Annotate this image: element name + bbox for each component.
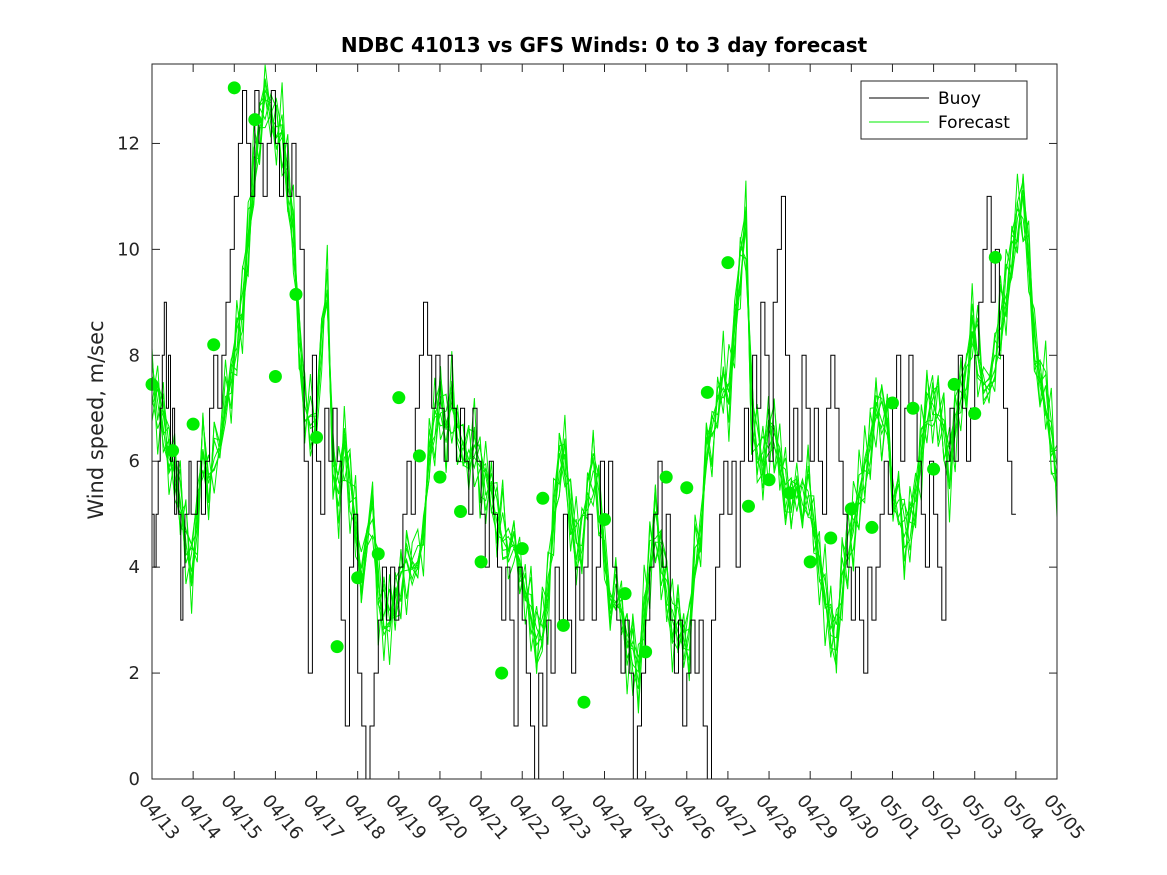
forecast-marker: [700, 385, 714, 399]
forecast-marker: [371, 547, 385, 561]
x-tick-label: 04/15: [216, 791, 265, 844]
axes-box: [151, 63, 1058, 780]
forecast-marker: [762, 473, 776, 487]
forecast-marker: [865, 520, 879, 534]
forecast-marker: [556, 618, 570, 632]
y-tick-label: 0: [129, 769, 140, 790]
forecast-marker: [248, 113, 262, 127]
forecast-marker: [783, 486, 797, 500]
y-tick-label: 2: [129, 663, 140, 684]
forecast-marker: [803, 555, 817, 569]
forecast-series-group: [151, 64, 1058, 714]
forecast-marker: [885, 396, 899, 410]
y-tick-label: 6: [129, 451, 140, 472]
forecast-marker: [454, 505, 468, 519]
y-tick-label: 4: [129, 557, 140, 578]
forecast-marker: [227, 81, 241, 95]
forecast-marker: [351, 571, 365, 585]
x-tick-label: 04/28: [751, 791, 800, 844]
forecast-marker: [515, 542, 529, 556]
x-tick-label: 04/16: [258, 791, 307, 844]
x-tick-label: 04/18: [340, 791, 389, 844]
y-tick-label: 10: [117, 239, 140, 260]
x-tick-label: 04/17: [299, 791, 348, 844]
forecast-marker: [392, 391, 406, 405]
forecast-marker: [598, 512, 611, 526]
x-tick-label: 04/13: [134, 791, 183, 844]
forecast-marker: [536, 491, 550, 505]
x-tick-label: 04/19: [381, 791, 430, 844]
forecast-marker: [741, 499, 755, 513]
x-tick-label: 05/01: [875, 791, 924, 844]
forecast-marker: [680, 481, 694, 495]
forecast-marker: [433, 470, 447, 484]
forecast-marker: [988, 250, 1002, 264]
x-tick-label: 04/27: [710, 791, 759, 844]
y-tick-label: 12: [117, 133, 140, 154]
chart-title: NDBC 41013 vs GFS Winds: 0 to 3 day fore…: [341, 33, 868, 57]
x-tick-label: 04/23: [546, 791, 595, 844]
x-tick-label: 05/04: [998, 791, 1047, 844]
x-tick-label: 05/03: [957, 791, 1006, 844]
forecast-marker: [186, 417, 200, 431]
forecast-marker: [474, 555, 488, 569]
forecast-marker: [577, 695, 591, 709]
forecast-marker: [166, 444, 180, 458]
x-tick-label: 04/20: [422, 791, 471, 844]
legend-label-buoy: Buoy: [938, 89, 981, 109]
x-tick-label: 04/21: [463, 791, 512, 844]
legend: Buoy Forecast: [860, 80, 1028, 140]
buoy-line: [152, 90, 1016, 780]
forecast-marker: [412, 449, 426, 463]
y-axis-label: Wind speed, m/sec: [84, 320, 108, 519]
forecast-marker: [618, 587, 632, 601]
legend-box: [860, 80, 1028, 140]
forecast-marker: [659, 470, 673, 484]
forecast-marker: [207, 338, 221, 352]
buoy-series-group: [152, 90, 1016, 780]
x-tick-label: 05/02: [916, 791, 965, 844]
forecast-marker: [268, 369, 282, 383]
x-tick-label: 04/26: [669, 791, 718, 844]
legend-label-forecast: Forecast: [938, 113, 1010, 133]
x-tick-label: 04/14: [175, 791, 224, 844]
forecast-marker: [721, 256, 735, 270]
forecast-marker: [968, 407, 982, 421]
x-tick-label: 04/22: [504, 791, 553, 844]
y-tick-label: 8: [129, 345, 140, 366]
x-tick-label: 04/30: [833, 791, 882, 844]
x-tick-label: 04/24: [587, 791, 636, 844]
forecast-marker: [330, 640, 344, 654]
forecast-markers-group: [145, 81, 1023, 709]
forecast-marker: [906, 401, 920, 415]
forecast-marker: [495, 666, 509, 680]
forecast-marker: [289, 287, 303, 301]
forecast-marker: [927, 462, 941, 476]
forecast-marker: [947, 377, 961, 391]
x-tick-label: 05/05: [1039, 791, 1088, 844]
x-tick-label: 04/25: [628, 791, 677, 844]
forecast-marker: [310, 430, 324, 444]
forecast-marker: [639, 645, 653, 659]
plot-area: [152, 64, 1057, 779]
forecast-marker: [844, 502, 858, 516]
forecast-marker: [824, 531, 838, 545]
x-tick-label: 04/29: [792, 791, 841, 844]
